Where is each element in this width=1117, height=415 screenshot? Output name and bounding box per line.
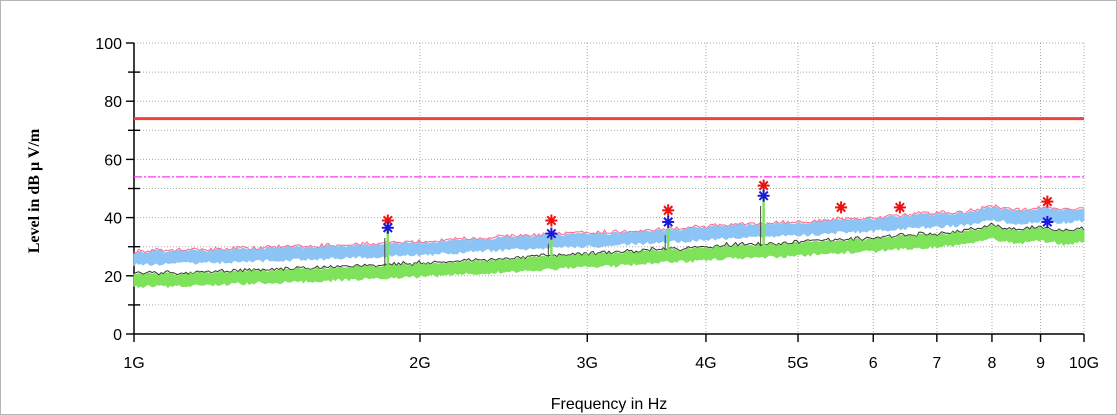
x-tick-label: 8 — [987, 355, 996, 372]
series-peak-band — [133, 206, 1085, 267]
y-axis-title: Level in dB µ V/m — [26, 128, 43, 253]
marker-average — [381, 221, 394, 234]
x-tick-label: 4G — [695, 355, 716, 372]
x-tick-label: 7 — [932, 355, 941, 372]
axes — [126, 42, 1085, 342]
y-tick-label: 60 — [104, 152, 122, 169]
marker-average — [662, 215, 675, 228]
x-tick-label: 2G — [409, 355, 430, 372]
marker-peak — [757, 179, 770, 192]
y-tick-label: 80 — [104, 94, 122, 111]
marker-average — [1041, 215, 1054, 228]
series — [133, 194, 1085, 289]
limit-lines — [134, 117, 1084, 178]
grid — [134, 42, 1085, 334]
marker-average — [757, 189, 770, 202]
x-tick-label: 6 — [869, 355, 878, 372]
x-axis-title: Frequency in Hz — [551, 396, 668, 413]
markers — [381, 179, 1054, 240]
series-average-edge — [133, 222, 1085, 276]
x-tick-label: 3G — [577, 355, 598, 372]
marker-peak — [835, 201, 848, 214]
marker-peak — [381, 214, 394, 227]
marker-peak — [545, 214, 558, 227]
marker-peak — [1041, 195, 1054, 208]
x-tick-label: 10G — [1069, 355, 1099, 372]
series-average-band — [133, 224, 1085, 289]
series-peak-edge — [133, 204, 1085, 255]
y-tick-label: 20 — [104, 269, 122, 286]
y-tick-label: 100 — [95, 36, 122, 53]
x-tick-label: 1G — [123, 355, 144, 372]
x-tick-label: 5G — [787, 355, 808, 372]
marker-peak — [893, 201, 906, 214]
marker-average — [545, 227, 558, 240]
y-tick-label: 40 — [104, 211, 122, 228]
y-tick-label: 0 — [113, 327, 122, 344]
x-tick-label: 9 — [1036, 355, 1045, 372]
tick-labels: 0 20 40 60 80 100 1G 2G 3G 4G 5G 6 7 8 9 10G — [95, 36, 1099, 372]
marker-peak — [662, 204, 675, 217]
